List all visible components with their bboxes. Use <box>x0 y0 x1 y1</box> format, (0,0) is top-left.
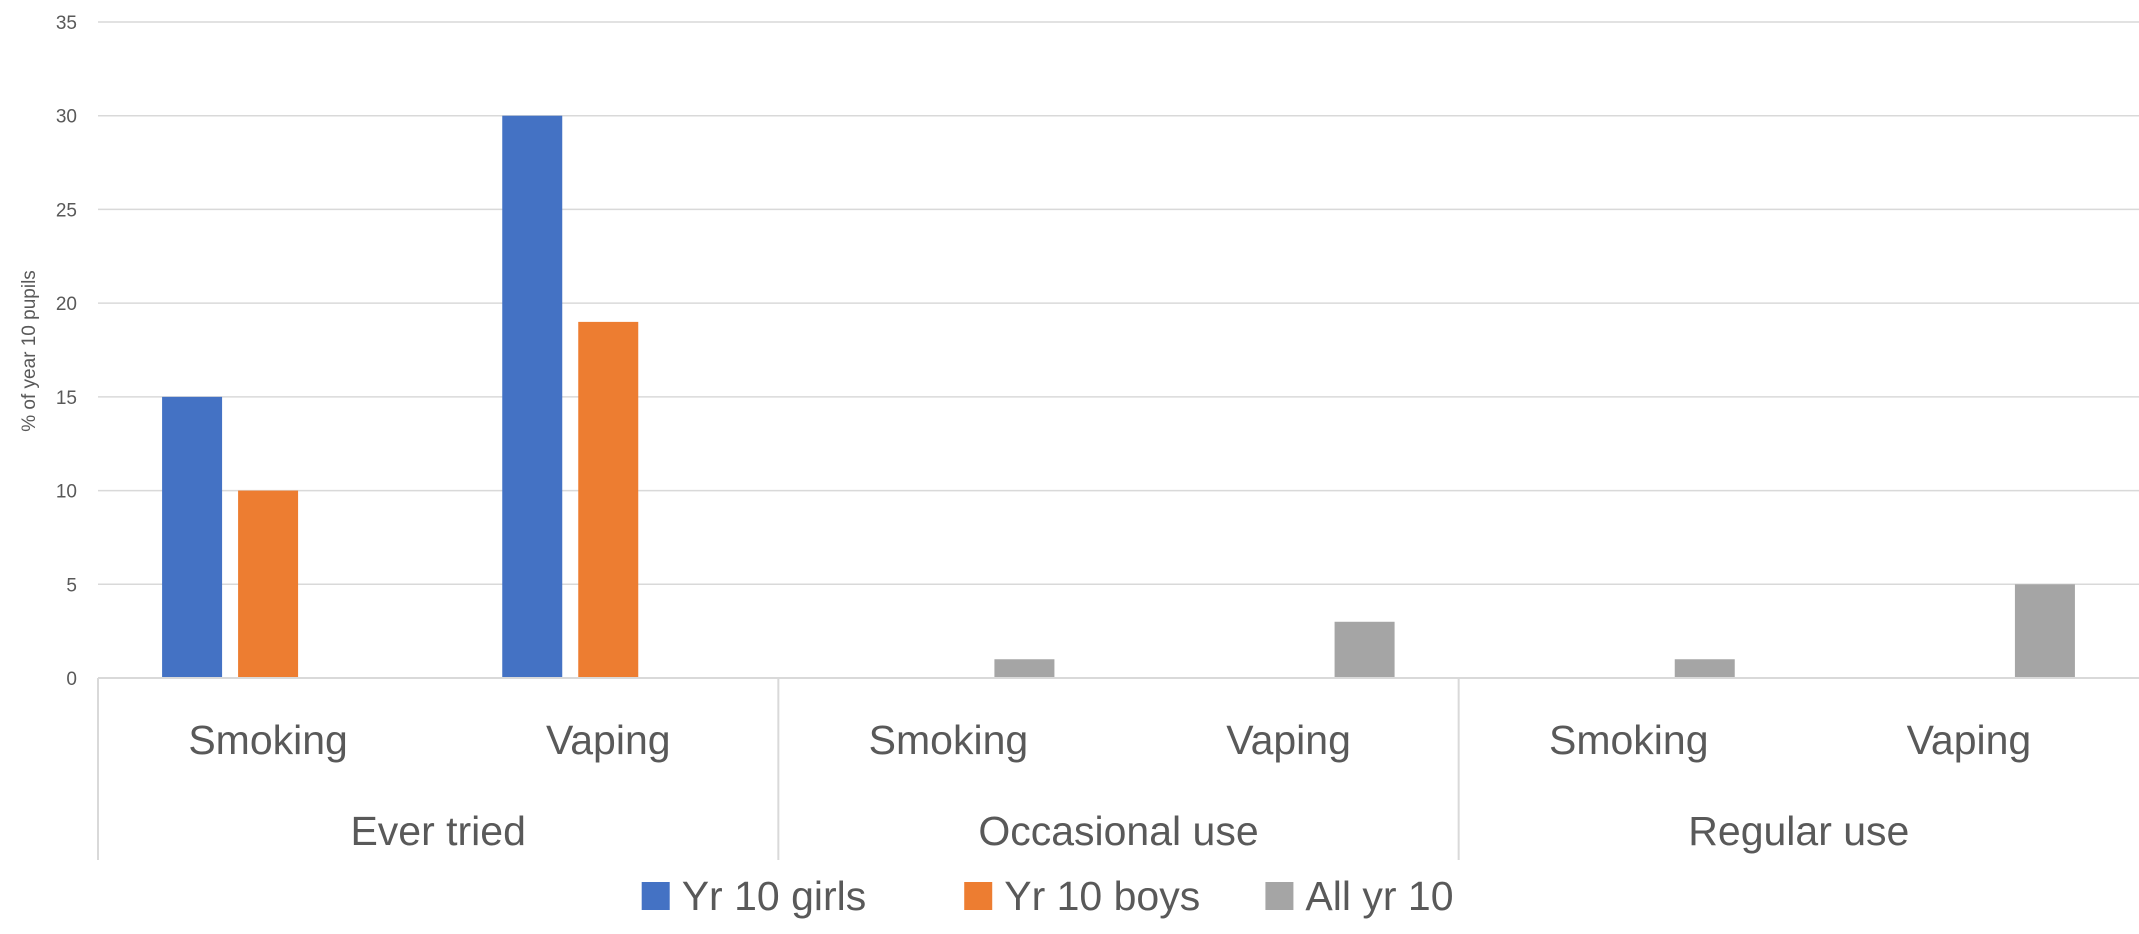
legend-swatch <box>641 882 670 910</box>
legend-swatch <box>1265 882 1294 910</box>
bar <box>994 659 1055 678</box>
bar <box>238 490 299 678</box>
x-category-label: Vaping <box>1226 717 1351 763</box>
x-group-label: Ever tried <box>350 808 525 854</box>
y-tick-label: 0 <box>66 669 77 690</box>
legend-swatch <box>964 882 993 910</box>
y-tick-label: 30 <box>56 107 77 128</box>
y-axis-label: % of year 10 pupils <box>19 270 40 432</box>
x-category-label: Smoking <box>869 717 1029 763</box>
x-category-label: Smoking <box>1549 717 1709 763</box>
y-axis-ticks: 0 5 10 15 20 25 30 35 <box>56 13 77 690</box>
bar <box>2014 584 2075 678</box>
category-labels: Smoking Vaping Smoking Vaping Smoking Vaping <box>188 717 2031 763</box>
x-category-label: Smoking <box>188 717 348 763</box>
x-group-label: Occasional use <box>978 808 1258 854</box>
x-category-label: Vaping <box>546 717 671 763</box>
bar <box>1674 659 1735 678</box>
bar <box>1334 621 1395 678</box>
legend-label: All yr 10 <box>1305 873 1453 919</box>
bar <box>578 321 639 678</box>
y-tick-label: 20 <box>56 294 77 315</box>
legend-label: Yr 10 girls <box>682 873 867 919</box>
gridlines <box>98 21 2139 586</box>
y-tick-label: 15 <box>56 388 77 409</box>
group-labels: Ever tried Occasional use Regular use <box>350 808 1909 854</box>
y-tick-label: 5 <box>66 575 77 596</box>
bar <box>162 396 223 678</box>
y-tick-label: 25 <box>56 200 77 221</box>
x-category-label: Vaping <box>1907 717 2032 763</box>
y-tick-label: 35 <box>56 13 77 34</box>
legend: Yr 10 girls Yr 10 boys All yr 10 <box>641 873 1454 919</box>
bars <box>162 115 2075 678</box>
legend-label: Yr 10 boys <box>1004 873 1200 919</box>
y-tick-label: 10 <box>56 482 77 503</box>
bar <box>502 115 563 678</box>
x-group-label: Regular use <box>1688 808 1909 854</box>
x-axis <box>97 677 2139 860</box>
